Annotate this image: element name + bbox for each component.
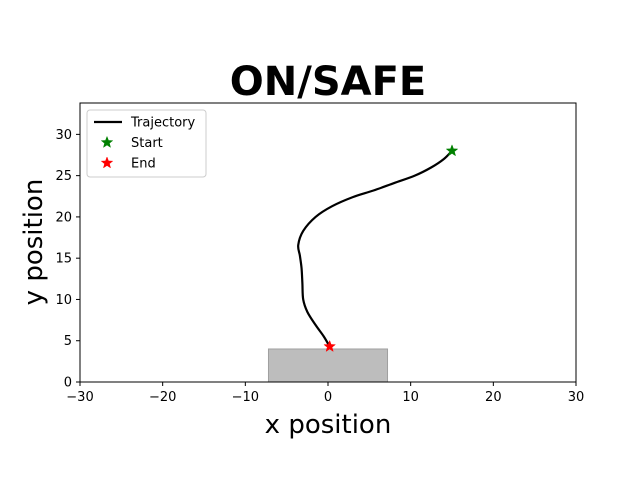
y-tick-label: 30 [55,128,72,143]
legend-trajectory-label: Trajectory [130,116,195,131]
x-tick-label: 0 [324,390,332,405]
x-axis-ticks: −30 −20 −10 0 10 20 30 [66,382,584,405]
series-trajectory-line [297,149,454,348]
y-tick-label: 0 [64,376,72,391]
x-axis-label: x position [265,410,392,440]
start-marker [445,144,459,157]
y-tick-label: 20 [55,210,72,225]
y-tick-label: 5 [64,334,72,349]
legend-box [86,109,207,178]
x-tick-label: 10 [402,390,419,405]
legend-start-swatch [100,135,114,148]
legend-end-swatch [100,156,114,169]
shaded-region [267,348,389,383]
y-tick-label: 15 [55,252,72,267]
x-tick-label: −10 [232,390,259,405]
legend-start-label: Start [131,136,163,151]
x-tick-label: −20 [149,390,176,405]
y-tick-label: 10 [55,293,72,308]
chart-title: ON/SAFE [230,59,427,105]
y-tick-label: 25 [55,169,72,184]
legend-end-label: End [131,157,156,172]
x-tick-label: −30 [66,390,93,405]
x-tick-label: 20 [485,390,502,405]
y-axis-ticks: 0 5 10 15 20 25 30 [55,128,80,391]
x-tick-label: 30 [568,390,585,405]
legend: Trajectory Start End [86,109,207,178]
end-marker [323,339,337,352]
y-axis-label: y position [19,179,49,306]
